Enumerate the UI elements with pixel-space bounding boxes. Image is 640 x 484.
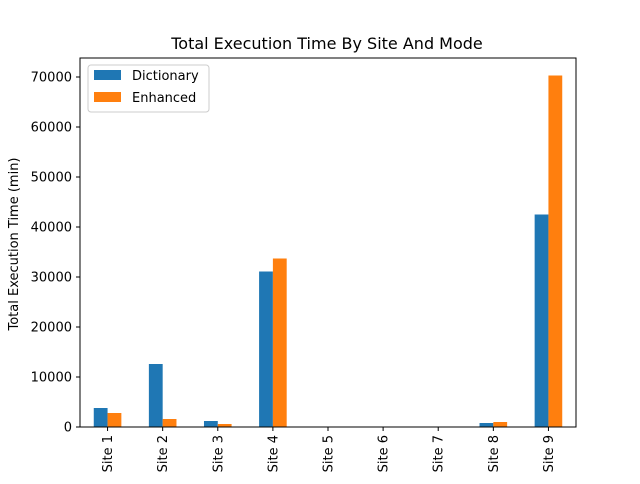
y-tick-label: 20000 xyxy=(31,321,72,336)
y-tick-label: 10000 xyxy=(31,371,72,386)
legend-swatch-enhanced xyxy=(94,92,121,102)
y-axis-label: Total Execution Time (min) xyxy=(7,157,22,331)
x-tick-label-site-6: Site 6 xyxy=(377,435,392,472)
bar-enhanced-site-4 xyxy=(272,258,287,427)
plot-frame xyxy=(79,57,577,428)
y-tick-label: 40000 xyxy=(31,221,72,236)
bar-dictionary-site-4 xyxy=(259,271,273,427)
bar-enhanced-site-3 xyxy=(217,424,232,427)
x-tick-label-site-5: Site 5 xyxy=(322,435,337,472)
bar-dictionary-site-9 xyxy=(534,214,549,427)
bar-enhanced-site-1 xyxy=(107,413,122,427)
x-tick-label-site-1: Site 1 xyxy=(101,435,116,472)
x-axis-ticks: Site 1 Site 2 Site 3 Site 4 Site 5 Site 6 Site… xyxy=(101,427,557,472)
legend-label-enhanced: Enhanced xyxy=(132,91,196,106)
y-tick-label: 50000 xyxy=(31,171,72,186)
bar-dictionary-site-3 xyxy=(203,421,218,427)
bar-enhanced-site-8 xyxy=(493,422,508,427)
y-tick-label: 70000 xyxy=(31,71,72,86)
legend-swatch-dictionary xyxy=(94,70,121,80)
bar-dictionary-site-1 xyxy=(93,408,108,427)
y-axis-ticks: 0 10000 20000 30000 40000 50000 60000 70000 xyxy=(31,71,80,436)
x-tick-label-site-8: Site 8 xyxy=(487,435,502,472)
bar-dictionary-site-2 xyxy=(148,364,163,427)
chart-title: Total Execution Time By Site And Mode xyxy=(170,34,483,53)
x-tick-label-site-2: Site 2 xyxy=(156,435,171,472)
y-tick-label: 60000 xyxy=(31,121,72,136)
legend: Dictionary Enhanced xyxy=(87,64,210,113)
bars-group xyxy=(93,75,563,427)
bar-enhanced-site-2 xyxy=(162,419,177,427)
y-tick-label: 30000 xyxy=(31,271,72,286)
legend-label-dictionary: Dictionary xyxy=(132,69,199,84)
x-tick-label-site-4: Site 4 xyxy=(266,435,281,472)
y-tick-label: 0 xyxy=(64,421,72,436)
x-tick-label-site-9: Site 9 xyxy=(542,435,557,472)
x-tick-label-site-3: Site 3 xyxy=(211,435,226,472)
bar-enhanced-site-9 xyxy=(548,75,563,427)
bar-dictionary-site-8 xyxy=(479,423,494,427)
x-tick-label-site-7: Site 7 xyxy=(432,435,447,472)
